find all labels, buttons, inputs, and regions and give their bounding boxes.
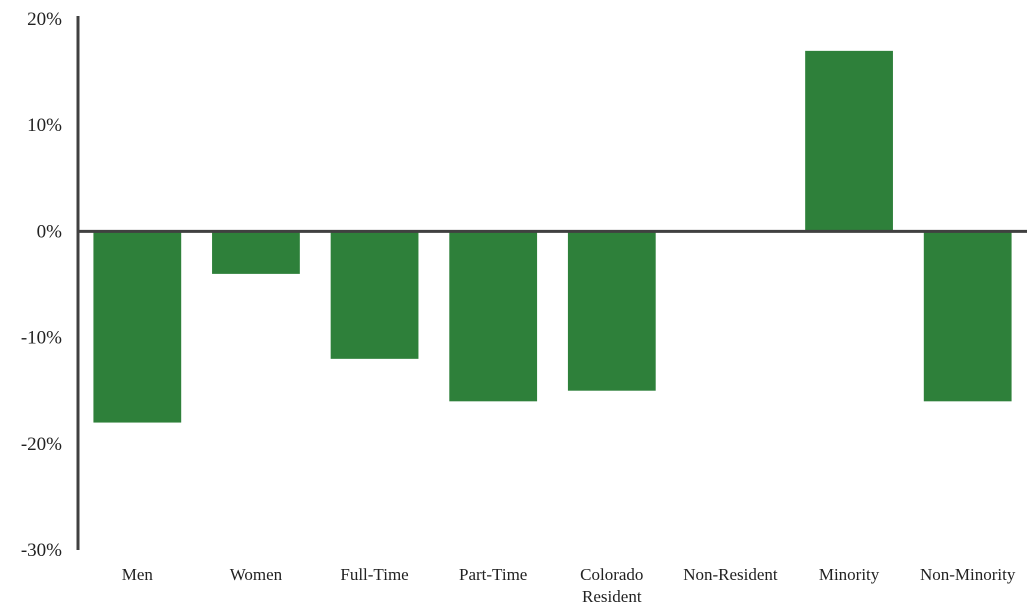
y-tick-label: -20% (21, 434, 62, 455)
bar-non-minority (923, 231, 1012, 402)
x-category-label-line: Minority (819, 565, 880, 584)
y-tick-label: 0% (37, 221, 63, 242)
x-category-label-line: Non-Resident (683, 565, 778, 584)
x-category-label: Women (230, 565, 283, 584)
x-category-label-line: Women (230, 565, 283, 584)
x-category-label-line: Part-Time (459, 565, 527, 584)
x-category-label-line: Men (122, 565, 154, 584)
y-tick-label: 20% (27, 9, 62, 30)
x-category-label: Minority (819, 565, 880, 584)
x-category-label: Part-Time (459, 565, 527, 584)
bar-part-time (449, 231, 538, 402)
y-tick-label: -10% (21, 328, 62, 349)
y-tick-label: 10% (27, 115, 62, 136)
y-axis-tick-labels: 20% 10% 0% -10% -20% -30% (21, 9, 62, 561)
y-tick-label: -30% (21, 540, 62, 561)
bars (93, 50, 1012, 423)
x-category-label-line: Colorado (580, 565, 643, 584)
bar-women (212, 231, 300, 274)
bar-men (93, 231, 182, 423)
bar-colorado-resident (567, 231, 656, 391)
x-axis-category-labels: Men Women Full-Time Part-Time Colorado Reside… (122, 565, 1016, 606)
x-category-label: Men (122, 565, 154, 584)
x-category-label-line: Non-Minority (920, 565, 1016, 584)
x-category-label: Non-Resident (683, 565, 778, 584)
x-category-label-line: Resident (582, 587, 642, 606)
x-category-label: Non-Minority (920, 565, 1016, 584)
x-category-label-line: Full-Time (340, 565, 408, 584)
bar-full-time (330, 231, 419, 359)
bar-minority (805, 50, 893, 232)
x-category-label: Full-Time (340, 565, 408, 584)
x-category-label: Colorado Resident (580, 565, 643, 606)
